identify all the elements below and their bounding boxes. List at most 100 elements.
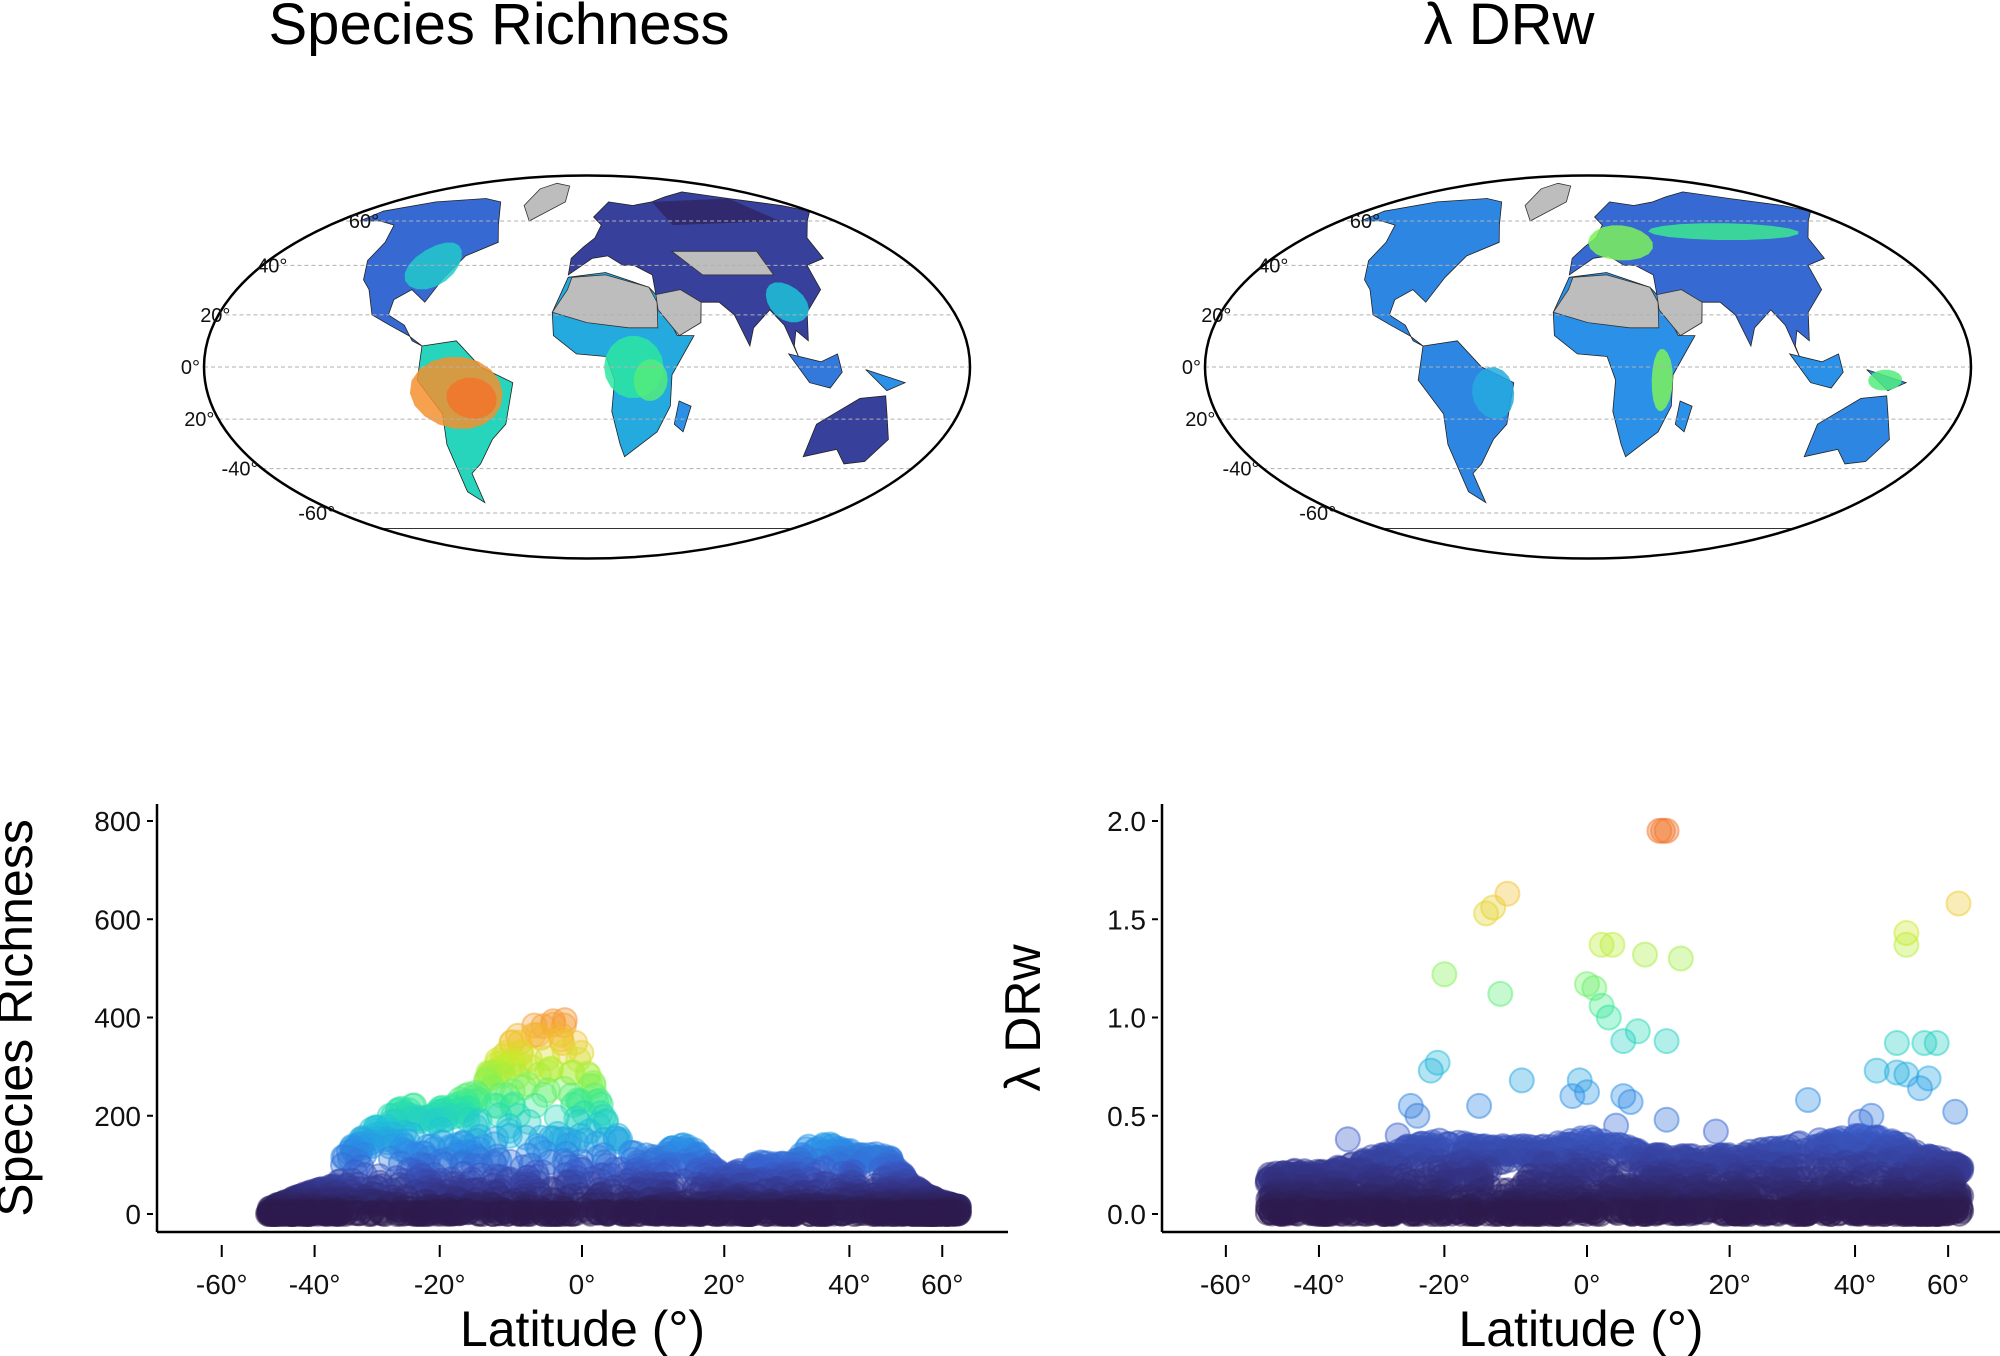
scatter-point [1945,890,1972,917]
x-tick-label: -20° [414,1269,466,1300]
continent-ng [865,369,907,392]
scatter-point [1893,931,1920,958]
map-lat-label: 20° [1201,305,1231,327]
scatter-point [1632,941,1658,968]
scatter-point [1508,1067,1535,1094]
scatter-point [626,1201,653,1227]
scatter-point [810,1201,837,1227]
y-tick-label: 0 [125,1199,141,1230]
map-border [1203,174,1973,560]
scatter-point [1307,1201,1334,1227]
map-species-richness: 60° 40° 20° 0° 20° -40° -60° [181,174,972,560]
scatter-point [706,1201,732,1227]
scatter-point [540,1201,567,1227]
map-region-low [651,198,780,226]
map-hotspot [404,242,462,290]
scatter-point [1334,1126,1361,1153]
scatter-point [1599,931,1626,958]
y-tick-label: 200 [94,1101,141,1132]
scatter-point [1942,1098,1969,1125]
map-hotspot [1651,349,1673,411]
scatter-point [1676,1200,1703,1227]
x-tick-label: 40° [1834,1269,1876,1300]
scatter-point [1417,1057,1444,1084]
scatter-point [469,1201,496,1227]
scatter-point [262,1201,288,1227]
continent-mg [673,400,692,433]
scatter-point [1430,1201,1457,1227]
map-hotspot [1648,223,1799,240]
map-hotspot [765,282,809,323]
x-tick-label: -40° [289,1269,341,1300]
scatter-point [1736,1201,1763,1227]
scatter-point [1496,1201,1523,1227]
scatter-point [1916,1201,1943,1227]
map-lat-label: 0° [1182,357,1201,379]
map-lambda-drw: 60° 40° 20° 0° 20° -40° -60° [1182,174,1973,560]
scatter-point [1610,1028,1637,1055]
continent-au [1803,395,1890,465]
scatter-point [1883,1030,1910,1056]
scatter-point [1269,1201,1295,1227]
x-tick-label: -40° [1293,1269,1345,1300]
x-tick-label: 20° [703,1269,745,1300]
scatter-point [1653,1028,1680,1055]
scatter-point [296,1201,323,1227]
y-tick-label: 400 [94,1003,141,1034]
map-lat-label: 20° [184,409,214,431]
scatter-point [1795,1087,1821,1113]
scatter-point [408,1201,435,1227]
scatter-point [438,1200,465,1227]
map-border [202,174,972,560]
scatter-species-richness: 0 200 400 600 800 -60° -40° -20° 0° 20° 40° 60° Lati… [0,804,1008,1356]
x-tick-label: 0° [1574,1269,1601,1300]
map-lat-label: 20° [200,305,230,327]
scatter-point [1653,1106,1680,1133]
x-tick-label: -20° [1419,1269,1471,1300]
y-tick-label: 800 [94,806,141,837]
scatter-point [1712,1200,1739,1227]
map-lat-label: 60° [1350,211,1380,233]
scatter-points [1254,817,1975,1227]
scatter-point [384,1201,411,1227]
scatter-point [1466,1092,1493,1119]
continent-id [1788,353,1844,389]
scatter-point [1473,900,1500,927]
scatter-point [877,1201,904,1227]
x-axis-label: Latitude (°) [1458,1301,1703,1356]
scatter-point [517,1201,543,1227]
scatter-point [1817,1201,1844,1227]
scatter-point [1524,1201,1551,1227]
map-hotspot [1472,367,1515,419]
continent-au [802,395,889,465]
scatter-point [1907,1075,1933,1102]
x-tick-label: 0° [569,1269,596,1300]
y-tick-label: 2.0 [1107,806,1146,837]
x-tick-label: 60° [1927,1269,1969,1300]
scatter-point [1617,1089,1644,1115]
continent-na [1360,198,1503,347]
x-tick-label: 60° [921,1269,963,1300]
scatter-point [1858,1201,1885,1227]
scatter-point [920,1201,947,1227]
map-hotspot [1588,225,1653,261]
y-axis-label: Species Richness [0,819,43,1216]
x-tick-label: -60° [1200,1269,1252,1300]
scatter-point [1923,1030,1950,1056]
scatter-point [1781,1201,1808,1227]
scatter-point [1462,1201,1489,1227]
scatter-point [323,1201,350,1227]
scatter-point [1487,980,1514,1007]
title-species-richness: Species Richness [269,0,730,57]
x-tick-label: 20° [1708,1269,1750,1300]
no-data-arabia [655,289,702,337]
x-tick-label: 40° [828,1269,870,1300]
scatter-point [1404,1102,1431,1129]
scatter-point [669,1201,696,1227]
map-lat-label: 0° [181,357,200,379]
scatter-point [1619,1201,1646,1227]
map-lat-label: -60° [298,503,335,525]
map-lat-label: -60° [1299,503,1336,525]
map-lat-label: 40° [1258,255,1288,277]
